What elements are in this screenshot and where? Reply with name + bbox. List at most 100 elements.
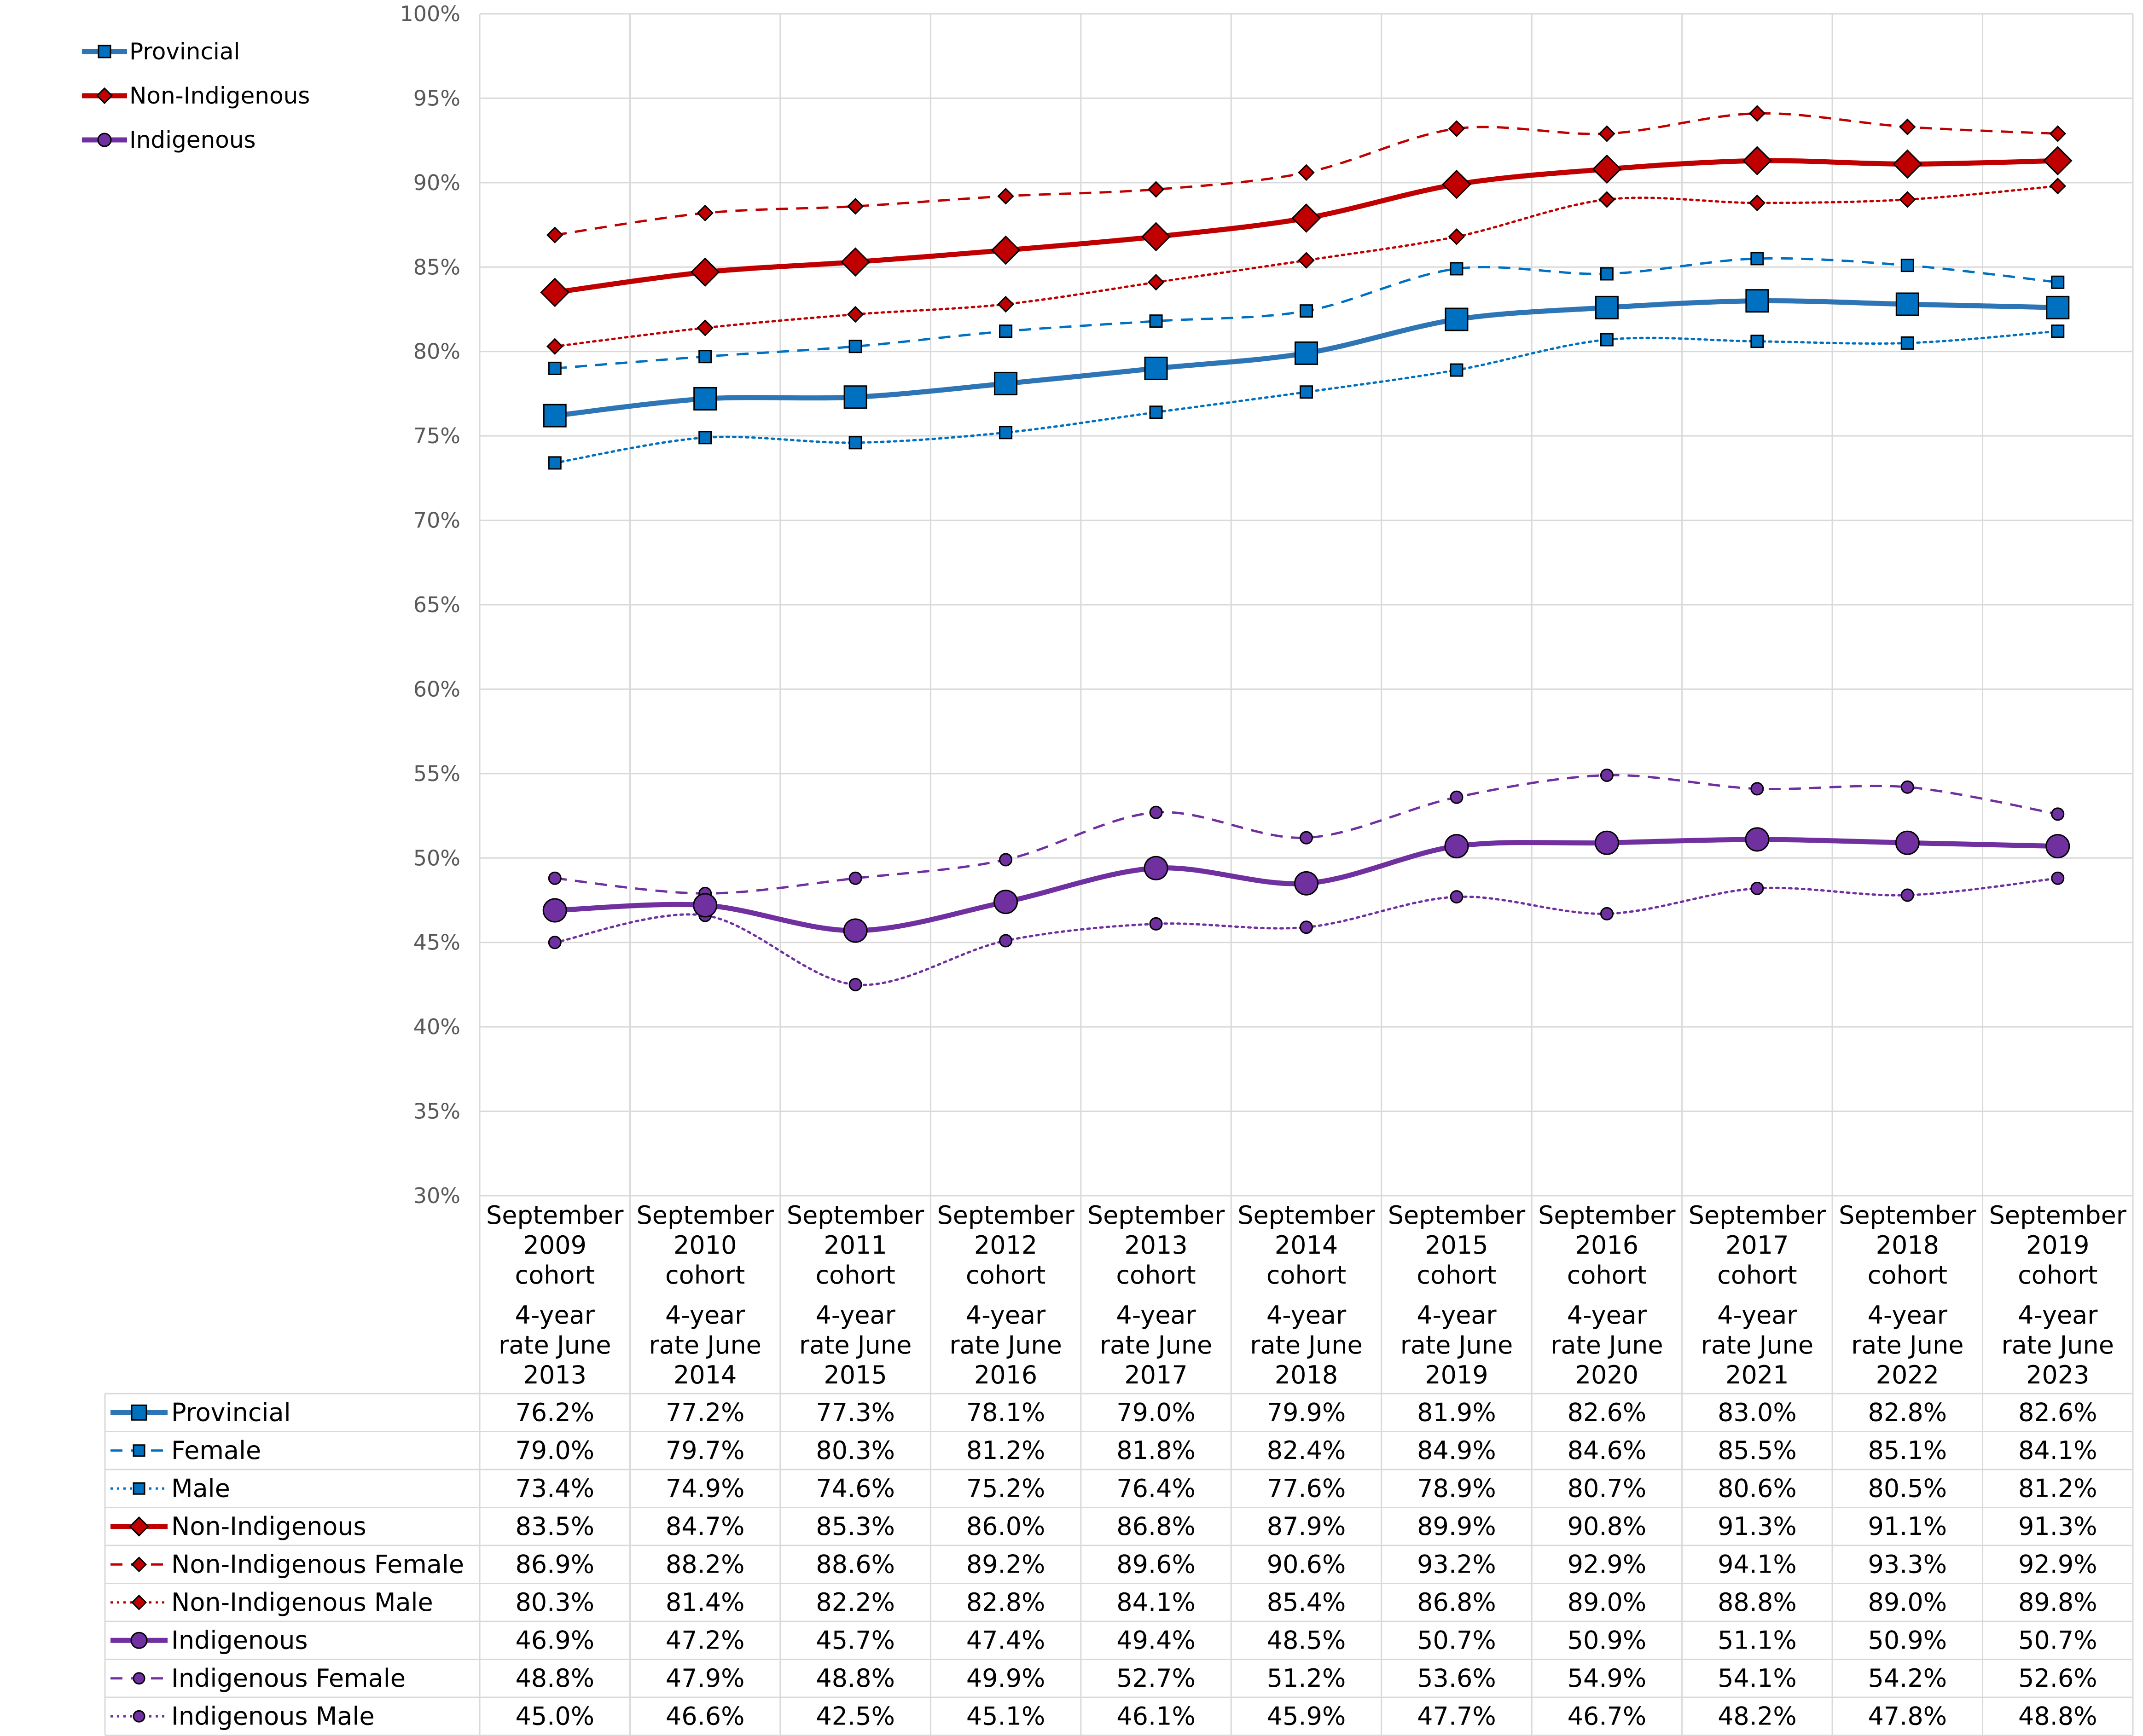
table-cell-value: 83.0% — [1718, 1398, 1797, 1427]
y-tick-label: 45% — [413, 930, 460, 955]
x-tick-label: 2020 — [1575, 1360, 1638, 1389]
table-cell-value: 94.1% — [1718, 1550, 1797, 1579]
data-point-female — [1149, 314, 1163, 328]
x-tick-label: 4-year — [1417, 1301, 1497, 1330]
table-cell-value: 88.2% — [666, 1550, 745, 1579]
data-point-indigenous-male — [848, 978, 862, 991]
table-cell-value: 78.1% — [966, 1398, 1045, 1427]
table-row: Non-Indigenous 83.5% 84.7% 85.3% 86.0% 86.8% 8… — [110, 1512, 2097, 1541]
table-cell-value: 54.1% — [1718, 1664, 1797, 1693]
x-tick-label: 2017 — [1124, 1360, 1187, 1389]
x-tick-label: cohort — [815, 1261, 895, 1290]
table-cell-value: 52.6% — [2018, 1664, 2097, 1693]
legend-entry-indigenous: Indigenous — [82, 127, 256, 153]
table-cell-value: 77.2% — [666, 1398, 745, 1427]
data-point-indigenous-male — [1149, 917, 1163, 931]
data-point-non-indigenous — [2043, 146, 2073, 176]
table-row-label: Provincial — [171, 1398, 291, 1427]
x-tick-label: rate June — [799, 1331, 912, 1360]
data-point-female — [548, 361, 562, 375]
data-point-indigenous-male — [1900, 888, 1914, 902]
data-point-female — [1750, 252, 1764, 266]
table-cell-value: 76.2% — [515, 1398, 594, 1427]
x-tick-label: cohort — [966, 1261, 1045, 1290]
data-point-provincial — [543, 404, 567, 428]
table-cell-value: 79.7% — [666, 1436, 745, 1465]
data-point-provincial — [2046, 295, 2070, 319]
x-tick-label: 2014 — [674, 1360, 737, 1389]
table-cell-value: 78.9% — [1417, 1474, 1496, 1503]
data-point-provincial — [693, 387, 717, 411]
x-tick-label: September — [1538, 1201, 1676, 1230]
data-point-non-indigenous-male — [997, 295, 1014, 313]
table-cell-value: 73.4% — [515, 1474, 594, 1503]
table-cell-value: 80.3% — [515, 1588, 594, 1617]
data-point-non-indigenous — [1893, 149, 1922, 179]
x-tick-label: September — [1388, 1201, 1526, 1230]
table-cell-value: 92.9% — [1568, 1550, 1647, 1579]
table-row: Indigenous Female 48.8% 47.9% 48.8% 49.9% 52.… — [110, 1664, 2097, 1693]
x-tick-label: September — [1237, 1201, 1375, 1230]
y-tick-label: 90% — [413, 170, 460, 195]
data-point-provincial — [1144, 356, 1168, 380]
x-tick-label: rate June — [499, 1331, 611, 1360]
data-point-male — [698, 431, 712, 445]
x-tick-label: 2018 — [1275, 1360, 1338, 1389]
data-point-male — [848, 436, 862, 450]
table-row-key-marker — [131, 1404, 147, 1421]
data-point-non-indigenous-female — [997, 187, 1014, 205]
x-tick-label: 4-year — [1717, 1301, 1797, 1330]
y-tick-label: 40% — [413, 1014, 460, 1039]
data-point-non-indigenous — [991, 235, 1021, 265]
series-lines — [540, 105, 2073, 991]
data-point-female — [2051, 275, 2065, 289]
table-cell-value: 75.2% — [966, 1474, 1045, 1503]
data-point-indigenous-male — [2051, 871, 2065, 885]
data-point-female — [698, 350, 712, 364]
table-cell-value: 82.6% — [2018, 1398, 2097, 1427]
series-indigenous-male — [548, 871, 2065, 991]
table-cell-value: 84.6% — [1568, 1436, 1647, 1465]
x-tick-label: September — [636, 1201, 774, 1230]
x-tick-label: 2015 — [1425, 1231, 1488, 1260]
table-cell-value: 80.7% — [1568, 1474, 1647, 1503]
x-tick-label: 2019 — [1425, 1360, 1488, 1389]
table-cell-value: 47.4% — [966, 1626, 1045, 1655]
table-row: Male 73.4% 74.9% 74.6% 75.2% 76.4% 77.6% 78.9% 8… — [110, 1474, 2097, 1503]
table-cell-value: 54.9% — [1568, 1664, 1647, 1693]
y-tick-label: 80% — [413, 339, 460, 364]
x-tick-label: cohort — [1116, 1261, 1196, 1290]
x-tick-label: 2016 — [974, 1360, 1037, 1389]
x-tick-label: September — [1689, 1201, 1826, 1230]
x-tick-label: cohort — [515, 1261, 595, 1290]
table-cell-value: 50.9% — [1868, 1626, 1947, 1655]
table-row-label: Indigenous Male — [171, 1701, 375, 1730]
table-row: Non-Indigenous Male 80.3% 81.4% 82.2% 82.8% 8… — [110, 1588, 2097, 1617]
table-cell-value: 85.5% — [1718, 1436, 1797, 1465]
x-tick-label: 4-year — [1116, 1301, 1196, 1330]
table-cell-value: 53.6% — [1417, 1664, 1496, 1693]
series-non-indigenous — [540, 146, 2073, 307]
data-point-indigenous-male — [1600, 907, 1614, 920]
data-point-indigenous — [1745, 827, 1770, 852]
legend-marker — [97, 133, 112, 147]
x-tick-label: September — [937, 1201, 1074, 1230]
table-cell-value: 89.0% — [1568, 1588, 1647, 1617]
data-point-indigenous-female — [548, 871, 562, 885]
data-point-indigenous-female — [999, 853, 1013, 867]
table-cell-value: 52.7% — [1116, 1664, 1196, 1693]
y-tick-label: 30% — [413, 1183, 460, 1208]
x-tick-label: 2013 — [1124, 1231, 1187, 1260]
data-point-indigenous-female — [2051, 807, 2065, 821]
table-row-label: Male — [171, 1474, 230, 1503]
table-row: Indigenous Male 45.0% 46.6% 42.5% 45.1% 46.1%… — [110, 1701, 2097, 1730]
data-point-male — [1450, 363, 1464, 377]
table-cell-value: 50.9% — [1568, 1626, 1647, 1655]
table-row-label: Non-Indigenous Male — [171, 1588, 433, 1617]
table-cell-value: 90.6% — [1267, 1550, 1346, 1579]
data-point-provincial — [1745, 289, 1769, 313]
x-tick-label: rate June — [1851, 1331, 1963, 1360]
table-cell-value: 48.8% — [2018, 1701, 2097, 1730]
data-point-female — [1450, 262, 1464, 276]
